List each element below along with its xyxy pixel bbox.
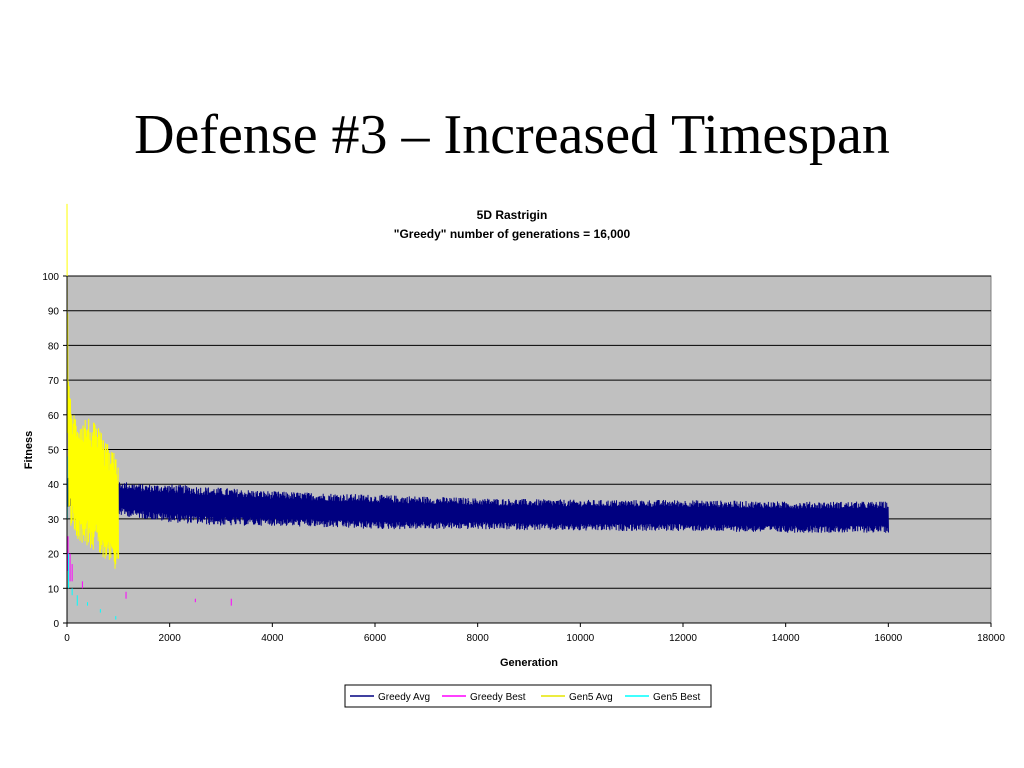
legend-box <box>344 684 712 708</box>
y-tick-label: 100 <box>42 272 59 283</box>
y-tick-label: 20 <box>48 550 60 561</box>
y-tick-label: 60 <box>48 411 60 422</box>
y-tick-label: 0 <box>53 619 59 630</box>
x-tick-label: 8000 <box>467 633 490 644</box>
x-tick-label: 4000 <box>261 633 284 644</box>
y-tick-label: 40 <box>48 480 60 491</box>
x-tick-label: 10000 <box>566 633 594 644</box>
series-line <box>66 203 119 569</box>
y-tick-label: 10 <box>48 584 60 595</box>
legend: Greedy Avg Greedy Best Gen5 Avg Gen5 Best <box>344 684 712 708</box>
series-line <box>66 476 889 533</box>
legend-label: Gen5 Best <box>653 692 700 703</box>
slide-title: Defense #3 – Increased Timespan <box>134 104 890 166</box>
axes <box>66 276 991 624</box>
x-tick-label: 14000 <box>772 633 800 644</box>
series-gen5-avg <box>66 203 119 569</box>
y-tick-label: 80 <box>48 341 60 352</box>
x-tick-label: 0 <box>64 633 70 644</box>
y-tick-label: 50 <box>48 446 60 457</box>
x-tick-label: 12000 <box>669 633 697 644</box>
legend-label: Greedy Best <box>470 692 526 703</box>
x-tick-labels: 0 2000 4000 6000 8000 10000 12000 14000 16000 180… <box>64 633 1005 644</box>
y-tick-label: 30 <box>48 515 60 526</box>
x-tick-label: 2000 <box>159 633 182 644</box>
series-greedy-avg <box>66 476 889 533</box>
series-greedy-best <box>67 536 232 606</box>
x-tick-label: 16000 <box>874 633 902 644</box>
chart-subtitle: "Greedy" number of generations = 16,000 <box>394 227 631 241</box>
x-axis-title: Generation <box>500 657 558 669</box>
y-tick-label: 90 <box>48 307 60 318</box>
y-axis-title: Fitness <box>23 431 35 470</box>
chart-title: 5D Rastrigin <box>477 208 548 222</box>
x-tick-label: 6000 <box>364 633 387 644</box>
legend-label: Greedy Avg <box>378 692 430 703</box>
x-tick-label: 18000 <box>977 633 1005 644</box>
legend-label: Gen5 Avg <box>569 692 613 703</box>
y-tick-labels: 0 10 20 30 40 50 60 70 80 90 100 <box>42 272 59 630</box>
y-tick-label: 70 <box>48 376 60 387</box>
